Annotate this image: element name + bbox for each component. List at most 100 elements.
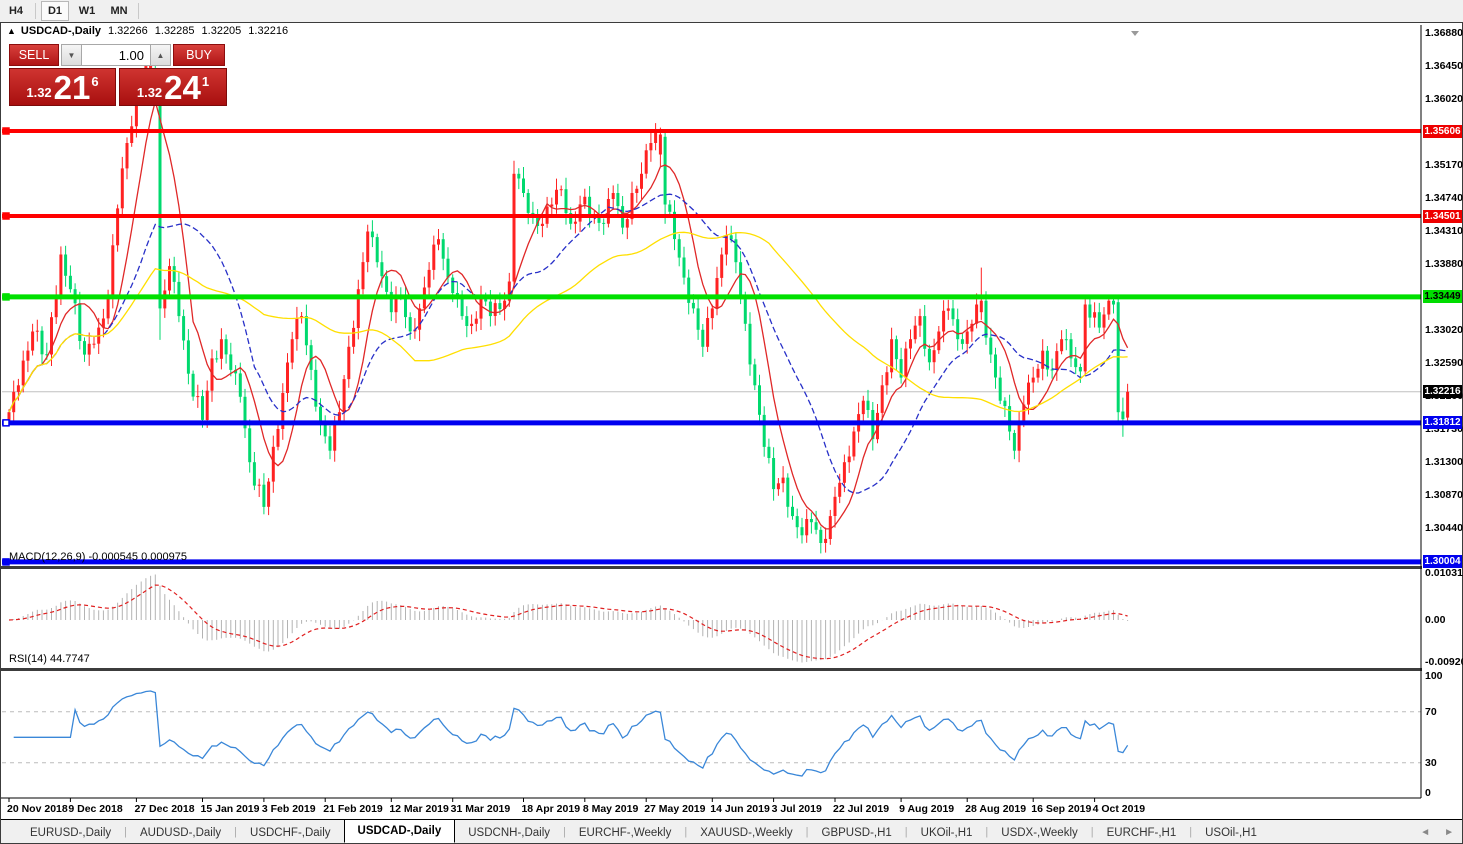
timeframe-button-mn[interactable]: MN <box>110 5 128 17</box>
rsi-label: RSI(14) 44.7747 <box>9 653 90 665</box>
toolbar-separator <box>138 3 139 19</box>
date-tick: 8 May 2019 <box>582 803 639 815</box>
sell-price-point: 6 <box>91 74 99 89</box>
ohlc-low: 1.32205 <box>201 25 242 37</box>
sell-button[interactable]: SELL <box>9 44 59 66</box>
price-tick: 1.33020 <box>1425 323 1463 336</box>
ohlc-high: 1.32285 <box>154 25 195 37</box>
chart-tab-usdcad[interactable]: USDCAD-,Daily <box>343 819 456 843</box>
price-badge-1.31812: 1.31812 <box>1423 416 1462 430</box>
chart-title: USDCAD-,Daily <box>20 25 101 37</box>
chart-tab-gbpusd[interactable]: GBPUSD-,H1 <box>821 827 892 839</box>
price-badge-1.35606: 1.35606 <box>1423 124 1462 138</box>
rsi-line <box>13 690 1129 777</box>
ma-slow <box>8 231 1128 413</box>
buy-button[interactable]: BUY <box>173 44 225 66</box>
macd-label: MACD(12,26,9) -0.000545 0.000975 <box>9 551 187 563</box>
timeframe-button-w1[interactable]: W1 <box>78 5 96 17</box>
chart-tab-eurusd[interactable]: EURUSD-,Daily <box>30 827 112 839</box>
rsi-tick: 70 <box>1425 705 1437 718</box>
date-tick: 22 Jul 2019 <box>833 803 890 815</box>
rsi-tick: 0 <box>1425 787 1431 799</box>
price-badge-1.34501: 1.34501 <box>1423 209 1462 223</box>
date-tick: 31 Mar 2019 <box>450 803 511 815</box>
chart-tab-usdx[interactable]: USDX-,Weekly <box>1001 827 1078 839</box>
chart-tab-usdcnh[interactable]: USDCNH-,Daily <box>468 827 551 839</box>
tab-separator: | <box>904 825 908 838</box>
date-tick: 18 Apr 2019 <box>521 803 581 815</box>
chart-tab-eurchf[interactable]: EURCHF-,Weekly <box>578 827 672 839</box>
chart-tab-usdchf[interactable]: USDCHF-,Daily <box>250 827 331 839</box>
macd-value-signal: 0.000975 <box>141 551 187 563</box>
chart-title-row: ▲ USDCAD-,Daily 1.32266 1.32285 1.32205 1.322… <box>7 25 288 39</box>
price-tick: 1.36450 <box>1425 60 1463 73</box>
price-tick: 1.31300 <box>1425 456 1463 469</box>
price-axis[interactable]: 1.36880 1.36450 1.36020 1.35170 1.34740 1.343… <box>1422 23 1463 819</box>
chart-tab-audusd[interactable]: AUDUSD-,Daily <box>140 827 222 839</box>
tab-scroll-left-icon[interactable]: ◄ <box>1420 827 1431 838</box>
date-tick: 21 Feb 2019 <box>323 803 383 815</box>
tab-separator: | <box>563 825 566 838</box>
volume-decrease-button[interactable]: ▼ <box>61 44 82 66</box>
chart-tab-eurchf[interactable]: EURCHF-,H1 <box>1106 827 1177 839</box>
chart-tab-usoil[interactable]: USOil-,H1 <box>1205 827 1257 839</box>
ma-mid <box>8 193 1128 494</box>
price-tick: 1.30870 <box>1425 489 1463 502</box>
date-tick: 9 Dec 2018 <box>68 803 123 815</box>
date-tick: 15 Jan 2019 <box>200 803 260 815</box>
tab-separator: | <box>805 825 809 838</box>
buy-price-point: 1 <box>201 74 210 89</box>
chart-canvas[interactable] <box>1 23 1462 843</box>
one-click-trading-panel: SELL ▼ ▲ BUY 1.32 21 6 1.32 24 1 <box>9 44 229 106</box>
price-tick: 1.35170 <box>1425 158 1463 171</box>
chart-shift-marker-icon <box>1131 31 1139 36</box>
chart-tab-bar: EURUSD-,Daily | AUDUSD-,Daily | USDCHF-,Dail… <box>1 819 1462 843</box>
macd-tick: -0.009203 <box>1425 656 1463 669</box>
price-tick: 1.34740 <box>1425 191 1463 204</box>
tab-scroll-right-icon[interactable]: ► <box>1444 827 1454 838</box>
date-tick: 9 Aug 2019 <box>899 803 955 815</box>
date-tick: 16 Sep 2019 <box>1031 803 1092 815</box>
tab-separator: | <box>234 825 238 838</box>
price-badge-1.30004: 1.30004 <box>1423 555 1462 569</box>
collapse-arrow-icon[interactable]: ▲ <box>7 26 16 36</box>
chart-tab-xauusd[interactable]: XAUUSD-,Weekly <box>700 827 793 839</box>
buy-price-pips: 24 <box>164 69 201 106</box>
date-tick: 28 Aug 2019 <box>965 803 1027 815</box>
tab-separator: | <box>124 825 128 838</box>
price-badge-1.33449: 1.33449 <box>1423 290 1462 304</box>
price-badge-1.32216: 1.32216 <box>1423 385 1462 399</box>
tab-scroll-arrows: ◄ ► <box>1420 827 1454 838</box>
price-tick: 1.30440 <box>1425 522 1463 535</box>
price-tick: 1.32590 <box>1425 357 1463 369</box>
volume-increase-button[interactable]: ▲ <box>150 44 171 66</box>
date-tick: 20 Nov 2018 <box>7 803 68 815</box>
chart-tab-ukoil[interactable]: UKOil-,H1 <box>920 827 973 839</box>
toolbar-separator <box>35 3 36 19</box>
timeframe-toolbar: H4 D1 W1 MN <box>0 0 1463 22</box>
macd-tick: 0.00 <box>1425 614 1446 626</box>
macd-tick: 0.010311 <box>1425 566 1463 579</box>
rsi-value: 44.7747 <box>49 653 90 665</box>
price-tick: 1.36880 <box>1425 27 1463 39</box>
buy-price-box[interactable]: 1.32 24 1 <box>119 68 227 106</box>
date-tick: 27 Dec 2018 <box>134 803 195 815</box>
ma-fast <box>8 98 1129 530</box>
sell-price-box[interactable]: 1.32 21 6 <box>9 68 116 106</box>
date-tick: 12 Mar 2019 <box>389 803 449 815</box>
date-tick: 4 Oct 2019 <box>1092 803 1146 815</box>
date-tick: 3 Jul 2019 <box>771 803 822 815</box>
timeframe-button-d1[interactable]: D1 <box>41 1 69 21</box>
date-tick: 14 Jun 2019 <box>710 803 770 815</box>
rsi-tick: 100 <box>1425 670 1443 682</box>
price-tick: 1.34310 <box>1425 224 1463 237</box>
chart-window: ▲ USDCAD-,Daily 1.32266 1.32285 1.32205 1.322… <box>0 22 1463 844</box>
price-tick: 1.33880 <box>1425 257 1463 270</box>
sell-price-pips: 21 <box>53 69 91 106</box>
ohlc-open: 1.32266 <box>108 25 148 37</box>
buy-price-figure: 1.32 <box>136 85 163 100</box>
price-tick: 1.36020 <box>1425 93 1463 106</box>
volume-input[interactable] <box>82 44 150 66</box>
date-axis[interactable]: 20 Nov 2018 9 Dec 2018 27 Dec 2018 15 Jan 2… <box>1 801 1421 818</box>
timeframe-button-h4[interactable]: H4 <box>8 5 24 17</box>
